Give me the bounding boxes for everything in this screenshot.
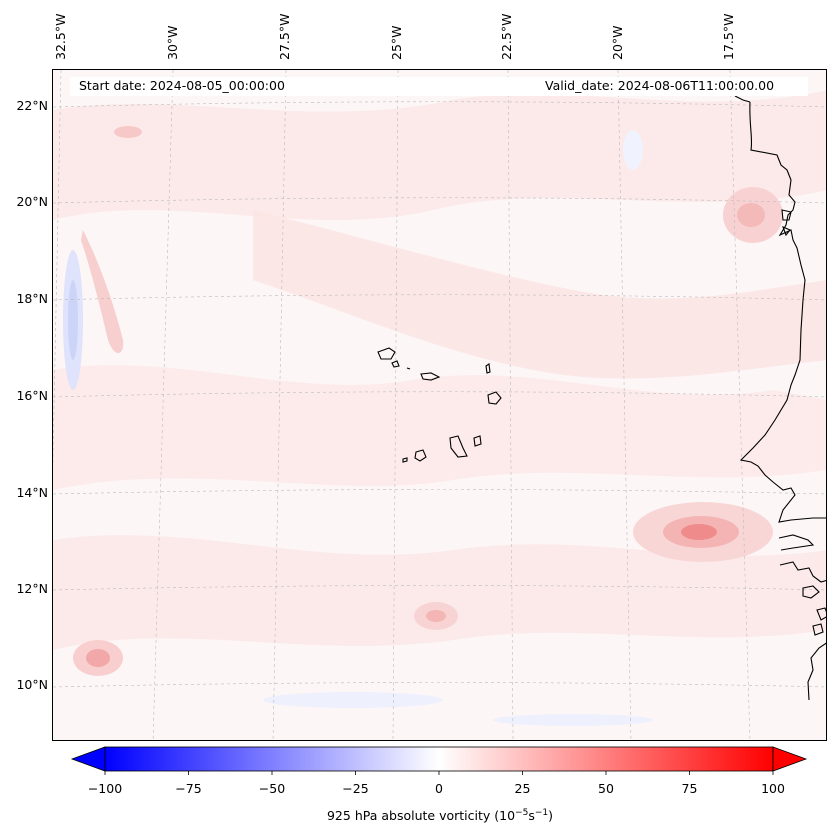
island-santa-luzia: [406, 367, 411, 370]
island-santiago: [449, 435, 468, 458]
blue-patch-south: [263, 692, 443, 708]
coast-mauritania-senegal: [739, 101, 826, 523]
colorbar-title-end: ): [548, 808, 553, 824]
lon-label-32-5: 32.5°W: [53, 13, 68, 60]
red-max-east-core: [681, 524, 717, 540]
grid-lon-30: [152, 70, 174, 740]
coast-south: [807, 642, 826, 701]
island-brava: [402, 457, 408, 463]
colorbar-tick-label: 75: [681, 781, 698, 796]
info-bar: [70, 77, 808, 96]
africa-coastline: [734, 95, 826, 701]
grid-lon-20: [617, 70, 632, 740]
colorbar-tick-label: 50: [598, 781, 614, 796]
pink-band-south: [53, 535, 826, 650]
colorbar-tick-label: 0: [435, 781, 443, 796]
blue-patch-north-east: [623, 130, 643, 170]
coast-bijagos: [802, 585, 826, 636]
lat-label-14: 14°N: [16, 485, 48, 500]
lon-label-25: 25°W: [389, 25, 404, 60]
colorbar-tick-marks: [104, 771, 774, 775]
colorbar-tick-label: −75: [175, 781, 202, 796]
graticule: [53, 70, 826, 740]
colorbar-extend-max: [772, 746, 808, 772]
colorbar-extend-min: [70, 746, 106, 772]
lon-label-20: 20°W: [610, 25, 625, 60]
blue-patch-west-core: [68, 280, 78, 360]
colorbar-tick-label: −50: [258, 781, 286, 796]
start-date-label: Start date: 2024-08-05_00:00:00: [79, 78, 285, 93]
colorbar-title-mid: s: [528, 808, 535, 824]
red-max-northeast-core: [737, 203, 765, 227]
island-maio: [473, 435, 482, 447]
colorbar-title-exp2: −1: [534, 808, 549, 818]
colorbar-tick-label: −100: [87, 781, 123, 796]
grid-lon-22-5: [507, 70, 514, 740]
pink-band-north: [53, 90, 826, 220]
lat-label-16: 16°N: [16, 388, 48, 403]
coast-gambia: [778, 534, 815, 551]
grid-lon-27-5: [272, 70, 287, 740]
colorbar-tick-label: 25: [514, 781, 531, 796]
red-max-central-core: [426, 610, 446, 622]
pink-band-diagonal: [253, 210, 826, 379]
map-plot-area: [52, 69, 827, 741]
lon-label-22-5: 22.5°W: [499, 13, 514, 60]
lon-label-30: 30°W: [165, 25, 180, 60]
colorbar-title-main: 925 hPa absolute vorticity (10: [326, 808, 516, 824]
colorbar-tick-label: 100: [761, 781, 785, 796]
colorbar: [70, 746, 808, 775]
vorticity-field: [53, 70, 826, 740]
pink-streak-west: [81, 230, 124, 354]
island-sao-vicente: [391, 360, 400, 368]
island-santo-antao: [377, 347, 396, 360]
colorbar-title-exp1: −5: [515, 808, 529, 818]
valid-date-label: Valid_date: 2024-08-06T11:00:00.00: [545, 78, 775, 93]
coast-sahara-north: [734, 95, 751, 103]
pink-spot-north: [114, 126, 142, 138]
lon-label-17-5: 17.5°W: [721, 13, 736, 60]
lon-label-27-5: 27.5°W: [277, 13, 292, 60]
colorbar-tick-label: −25: [342, 781, 369, 796]
lat-label-22: 22°N: [16, 98, 48, 113]
grid-lon-25: [392, 70, 399, 740]
colorbar-title: 925 hPa absolute vorticity (10−5s−1): [0, 808, 837, 823]
lat-label-18: 18°N: [16, 291, 48, 306]
grid-lon-17-5: [729, 70, 751, 740]
lat-label-12: 12°N: [16, 581, 48, 596]
red-max-southwest-core: [86, 649, 110, 667]
cape-verde-islands: [377, 347, 502, 463]
coast-guinea-bissau: [779, 561, 826, 583]
pink-band-central: [53, 365, 826, 490]
island-boa-vista: [487, 391, 502, 405]
lat-label-10: 10°N: [16, 677, 48, 692]
lat-label-20: 20°N: [16, 194, 48, 209]
island-fogo: [414, 449, 427, 462]
island-sao-nicolau: [420, 372, 441, 381]
island-sal: [485, 363, 491, 374]
blue-patch-south2: [493, 714, 653, 726]
grid-lon-32-5: [53, 70, 62, 469]
coast-arguin: [781, 209, 792, 237]
colorbar-gradient: [104, 746, 774, 772]
